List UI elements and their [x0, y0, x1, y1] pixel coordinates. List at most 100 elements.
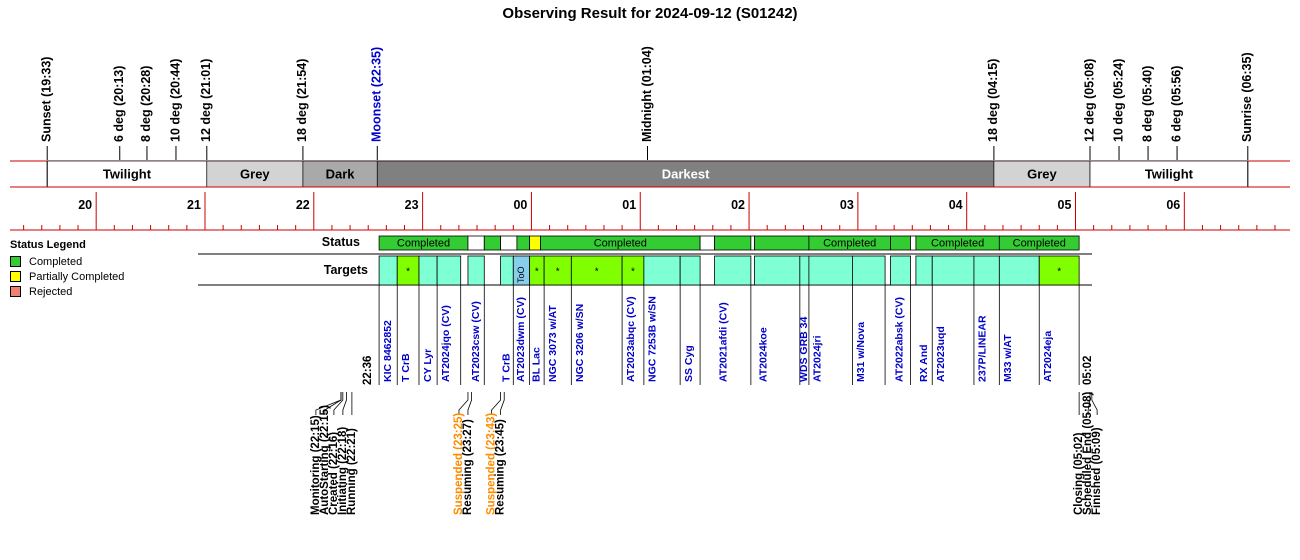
- log-label-3-1: Scheduled End (05:08): [1082, 391, 1094, 515]
- log-label-3-2: Finished (05:09): [1091, 427, 1103, 515]
- log-leader-3-1: [1087, 392, 1091, 415]
- log-leader-2-0: [491, 392, 501, 415]
- event-label-2: 8 deg (20:28): [139, 66, 153, 142]
- hour-label-3: 23: [405, 198, 419, 212]
- legend-item-completed: Completed: [10, 254, 124, 269]
- status-block-3: [500, 235, 518, 251]
- target-name-5: T CrB: [501, 353, 513, 382]
- chart-title: Observing Result for 2024-09-12 (S01242): [502, 5, 798, 22]
- target-name-11: NGC 7253B w/SN: [647, 296, 659, 382]
- target-block-21: [973, 255, 1000, 286]
- hour-label-7: 03: [840, 198, 854, 212]
- legend-heading: Status Legend: [10, 239, 86, 251]
- log-label-2-0: Suspended (23:43): [486, 413, 498, 515]
- target-name-10: AT2023abqc (CV): [625, 296, 637, 382]
- target-name-15: WDS GRB 34: [798, 316, 810, 382]
- hour-label-8: 04: [949, 198, 963, 212]
- target-name-12: SS Cyg: [683, 345, 695, 382]
- event-label-11: 8 deg (05:40): [1140, 66, 1154, 142]
- event-label-12: 6 deg (05:56): [1169, 66, 1183, 142]
- target-name-23: AT2024eja: [1042, 331, 1054, 382]
- target-block-19: [915, 255, 933, 286]
- target-mark-9: *: [595, 267, 599, 278]
- target-block-8: [543, 255, 572, 286]
- status-block-10: [754, 235, 810, 251]
- status-block-label-6: Completed: [594, 237, 647, 249]
- legend-item-rejected: Rejected: [10, 284, 124, 299]
- target-mark-1: *: [406, 267, 410, 278]
- log-leader-0-2: [333, 392, 344, 415]
- end-time-label: 05:02: [1082, 356, 1094, 385]
- sky-band-label-5: Twilight: [1145, 166, 1194, 181]
- legend-item-partial: Partially Completed: [10, 269, 124, 284]
- target-name-9: NGC 3206 w/SN: [574, 304, 586, 382]
- log-label-3-0: Closing (05:02): [1073, 432, 1085, 515]
- sky-band-label-4: Grey: [1027, 166, 1057, 181]
- status-block-label-14: Completed: [931, 237, 984, 249]
- log-label-0-2: Created (22:16): [328, 432, 340, 515]
- target-mark-7: *: [535, 267, 539, 278]
- status-block-5: [529, 235, 541, 251]
- sky-band-5: [1089, 160, 1249, 188]
- sky-band-3: [376, 160, 995, 188]
- event-label-8: 18 deg (04:15): [986, 59, 1000, 142]
- target-block-15: [799, 255, 810, 286]
- target-name-4: AT2023csw (CV): [470, 301, 482, 382]
- status-block-1: [467, 235, 485, 251]
- start-time-label: 22:36: [362, 356, 374, 385]
- log-label-0-0: Monitoring (22:15): [310, 415, 322, 515]
- target-block-2: [418, 255, 438, 286]
- status-block-8: [714, 235, 752, 251]
- log-label-1-1: Resuming (23:27): [462, 419, 474, 515]
- hour-label-5: 01: [622, 198, 636, 212]
- log-leader-0-3: [342, 392, 347, 415]
- target-name-6: AT2023dwm (CV): [515, 297, 527, 382]
- target-block-16: [808, 255, 853, 286]
- target-name-13: AT2021afdi (CV): [717, 302, 729, 382]
- target-name-20: AT2023uqd: [935, 326, 947, 382]
- target-name-18: AT2022absk (CV): [893, 297, 905, 382]
- status-block-label-15: Completed: [1013, 237, 1066, 249]
- status-block-9: [750, 235, 755, 251]
- hour-label-0: 20: [78, 198, 92, 212]
- hour-label-10: 06: [1166, 198, 1180, 212]
- log-leader-0-1: [324, 392, 342, 415]
- event-label-6: Moonset (22:35): [370, 47, 384, 142]
- log-leader-3-2: [1091, 392, 1098, 415]
- target-mark-8: *: [556, 267, 560, 278]
- legend-label-partial: Partially Completed: [29, 270, 125, 283]
- target-block-14: [754, 255, 801, 286]
- target-name-22: M33 w/AT: [1002, 334, 1014, 382]
- status-block-13: [910, 235, 917, 251]
- status-block-4: [516, 235, 531, 251]
- hour-label-1: 21: [187, 198, 201, 212]
- event-label-5: 18 deg (21:54): [295, 59, 309, 142]
- target-block-12: [679, 255, 701, 286]
- legend-swatch-partial: [10, 271, 21, 282]
- status-row-label: Status: [322, 235, 360, 249]
- target-block-11: [643, 255, 681, 286]
- target-mark-6: ToO: [516, 266, 526, 283]
- sky-band-label-3: Darkest: [662, 166, 710, 181]
- status-block-label-0: Completed: [397, 237, 450, 249]
- hour-label-2: 22: [296, 198, 310, 212]
- status-block-12: [890, 235, 911, 251]
- legend-swatch-completed: [10, 256, 21, 267]
- log-label-2-1: Resuming (23:45): [495, 419, 507, 515]
- target-mark-23: *: [1057, 267, 1061, 278]
- event-label-1: 6 deg (20:13): [112, 66, 126, 142]
- sky-band-label-2: Dark: [326, 166, 356, 181]
- log-leader-2-1: [500, 392, 505, 415]
- target-block-23: [1038, 255, 1080, 286]
- target-block-22: [998, 255, 1040, 286]
- legend-label-completed: Completed: [29, 255, 83, 268]
- target-name-16: AT2024jri: [812, 335, 824, 382]
- target-block-17: [852, 255, 886, 286]
- target-block-4: [467, 255, 485, 286]
- target-name-21: 237P/LINEAR: [977, 315, 989, 382]
- log-label-0-4: Running (22:21): [346, 428, 358, 515]
- target-name-3: AT2024jqo (CV): [440, 305, 452, 382]
- target-name-14: AT2024koe: [757, 327, 769, 382]
- sky-band-4: [993, 160, 1091, 188]
